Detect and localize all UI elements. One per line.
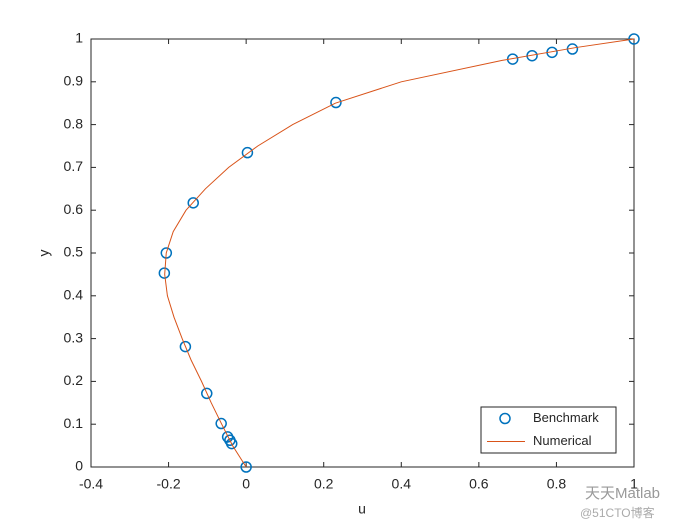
x-tick-label: 0.8 — [547, 476, 567, 492]
data-line — [164, 38, 635, 468]
x-tick-label: 0 — [242, 476, 250, 492]
y-tick-label: 0.8 — [64, 115, 84, 131]
x-tick-label: -0.4 — [79, 476, 103, 492]
data-point — [241, 146, 254, 159]
watermark: 天天Matlab — [585, 485, 660, 502]
x-tick-label: 0.4 — [392, 476, 412, 492]
data-point — [628, 33, 640, 45]
y-axis-label: y — [36, 250, 52, 257]
y-tick-label: 0.6 — [64, 201, 84, 217]
x-tick-label: -0.2 — [157, 476, 181, 492]
data-point — [179, 340, 192, 353]
x-tick-label: 0.6 — [469, 476, 489, 492]
data-point — [158, 267, 171, 279]
x-axis-label: u — [358, 501, 366, 517]
y-tick-label: 0.5 — [64, 244, 84, 260]
y-tick-label: 0.7 — [64, 158, 84, 174]
x-tick-label: 1 — [630, 476, 638, 492]
y-tick-label: 0.1 — [64, 415, 84, 431]
plot-area — [90, 38, 635, 468]
data-point — [240, 461, 252, 473]
watermark: @51CTO博客 — [580, 505, 655, 520]
y-tick-label: 0.2 — [64, 372, 84, 388]
data-point — [187, 197, 199, 209]
legend-marker — [499, 412, 511, 425]
data-point — [215, 417, 227, 430]
y-tick-label: 0.3 — [64, 329, 84, 345]
data-point — [225, 437, 238, 450]
x-tick-label: 0.2 — [314, 476, 334, 492]
legend-box — [480, 406, 617, 454]
y-tick-label: 0.4 — [64, 287, 84, 303]
y-tick-label: 0.9 — [64, 73, 84, 89]
data-point — [201, 387, 213, 400]
y-tick-label: 1 — [75, 30, 83, 46]
y-tick-label: 0 — [75, 458, 83, 474]
legend-label: Numerical — [533, 433, 592, 448]
data-point — [330, 96, 342, 109]
legend-label: Benchmark — [533, 410, 599, 425]
